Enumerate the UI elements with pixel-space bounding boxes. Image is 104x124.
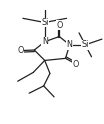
Text: Si: Si [41, 18, 48, 27]
Text: N: N [67, 40, 73, 49]
Text: N: N [42, 37, 48, 46]
Text: Si: Si [82, 40, 89, 49]
Text: O: O [56, 21, 63, 30]
Text: O: O [73, 60, 79, 69]
Text: O: O [18, 46, 24, 55]
